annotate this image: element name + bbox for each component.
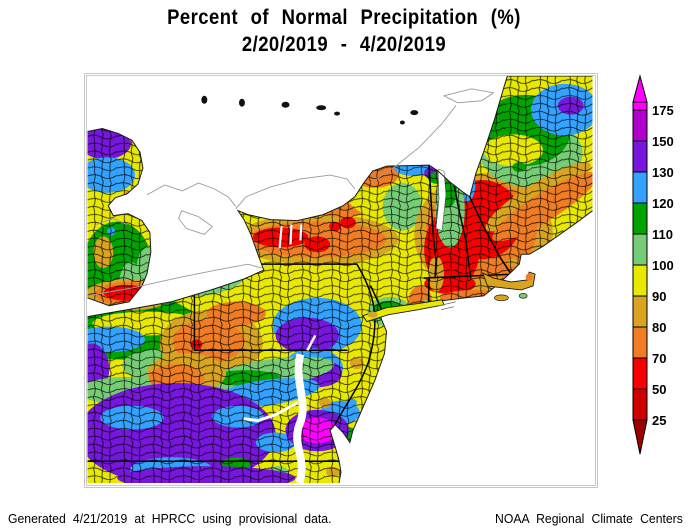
footer-generated-note: Generated 4/21/2019 at HPRCC using provi… [8, 511, 332, 526]
colorbar-segment [632, 295, 648, 328]
colorbar-tick-label: 130 [652, 165, 674, 180]
long-island [362, 299, 456, 323]
marthas-vineyard-island [494, 294, 509, 302]
chesapeake-bay [293, 353, 307, 483]
colorbar-bottom-arrow [632, 419, 648, 455]
colorbar-segment [632, 202, 648, 235]
islands [201, 95, 419, 125]
footer-credit: NOAA Regional Climate Centers [495, 511, 683, 526]
canada-outline [87, 88, 495, 297]
colorbar-tick-label: 90 [652, 289, 666, 304]
nantucket-island [518, 293, 528, 299]
colorbar-tick-label: 175 [652, 103, 674, 118]
colorbar-segment [632, 326, 648, 359]
colorbar-tick-label: 70 [652, 351, 666, 366]
colorbar-tick-label: 120 [652, 196, 674, 211]
colorbar-segment [632, 171, 648, 204]
title-block: Percent of Normal Precipitation (%) 2/20… [41, 4, 646, 58]
colorbar-tick-label: 150 [652, 134, 674, 149]
map-svg [87, 76, 593, 483]
inland-water [243, 168, 447, 483]
county-mesh [87, 76, 593, 483]
colorbar-segment [632, 233, 648, 266]
colorbar-tick-label: 80 [652, 320, 666, 335]
page-title: Percent of Normal Precipitation (%) [167, 6, 521, 29]
potomac-river [243, 401, 299, 423]
colorbar: 175 150 130 120 110 100 90 80 70 50 25 [632, 74, 674, 455]
colorbar-segment [632, 101, 648, 111]
colorbar-tick-label: 25 [652, 413, 666, 428]
colorbar-tick-label: 100 [652, 258, 674, 273]
finger-lakes [278, 224, 303, 249]
lake-champlain [435, 168, 447, 231]
colorbar-tick-label: 110 [652, 227, 673, 242]
colorbar-segment [632, 109, 648, 142]
colorbar-top-arrow [632, 74, 648, 103]
colorbar-segment [632, 357, 648, 390]
us-land [87, 76, 593, 483]
map-inner-frame [86, 75, 596, 486]
colorbar-segment [632, 388, 648, 421]
colorbar-tick-label: 50 [652, 382, 666, 397]
colorbar-segment [632, 140, 648, 173]
susquehanna-river [306, 334, 317, 351]
cape-cod [481, 271, 536, 302]
map-frame [84, 73, 598, 488]
title-date-range: 2/20/2019 - 4/20/2019 [241, 33, 447, 56]
colorbar-segment [632, 264, 648, 297]
